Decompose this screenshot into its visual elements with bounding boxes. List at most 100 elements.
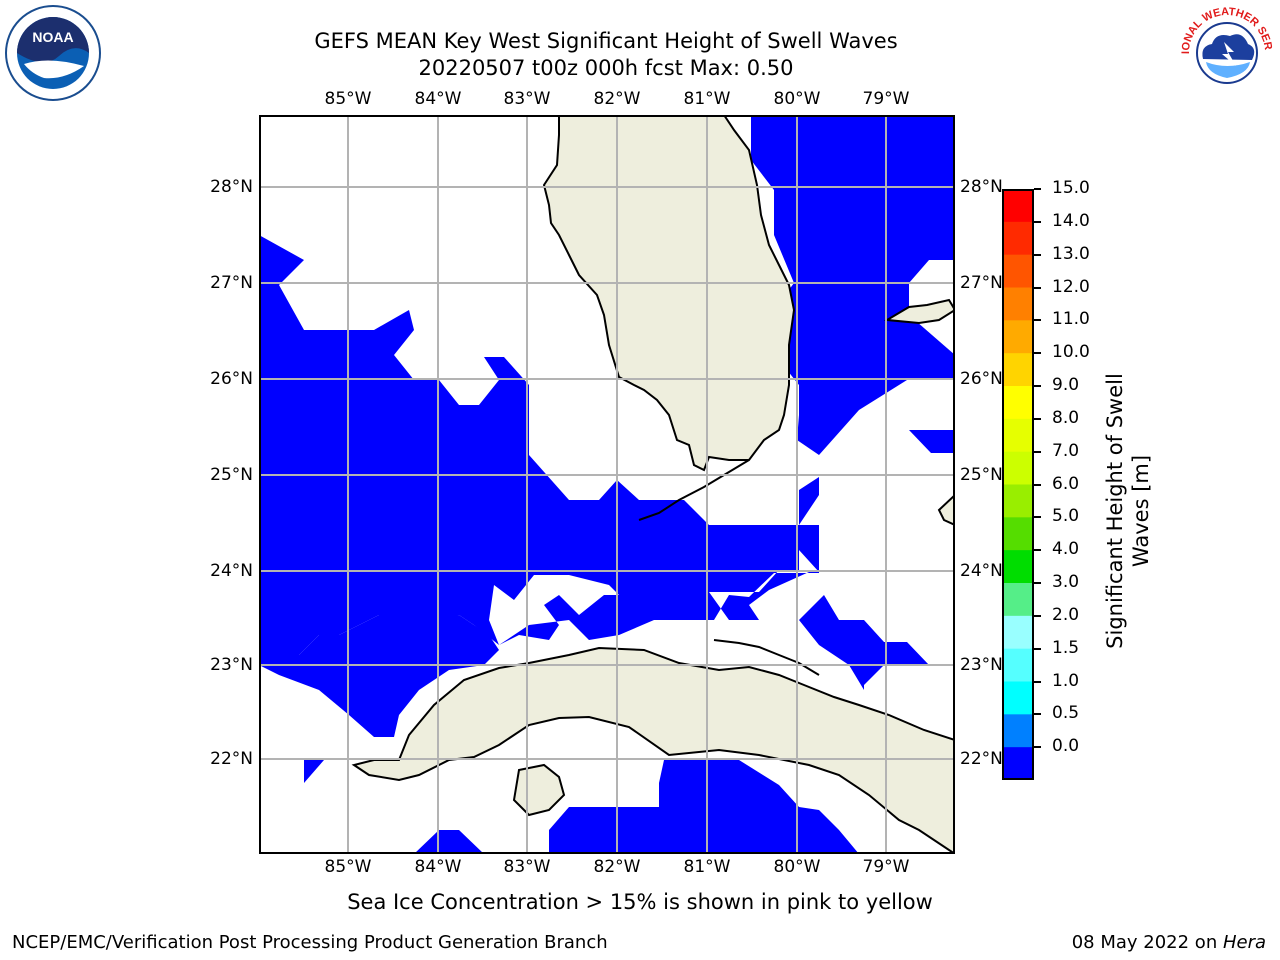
colorbar-segment bbox=[1002, 189, 1034, 223]
colorbar-tick-label: 7.0 bbox=[1052, 440, 1080, 461]
colorbar-tick-mark bbox=[1034, 647, 1041, 650]
lat-label-left-28n: 28°N bbox=[210, 177, 253, 197]
colorbar-segment bbox=[1002, 353, 1034, 387]
swell-region-islet-b bbox=[414, 830, 484, 854]
colorbar-segment bbox=[1002, 320, 1034, 354]
lon-label-bottom-80w: 80°W bbox=[773, 857, 821, 877]
map-panel bbox=[259, 115, 955, 854]
colorbar-tick-mark bbox=[1034, 450, 1041, 453]
lat-label-left-27n: 27°N bbox=[210, 273, 253, 293]
lat-label-right-22n: 22°N bbox=[960, 749, 1003, 769]
colorbar-segment bbox=[1002, 287, 1034, 321]
colorbar-tick-mark bbox=[1034, 286, 1041, 289]
colorbar-tick-mark bbox=[1034, 614, 1041, 617]
swell-region-cay-a bbox=[799, 595, 929, 690]
colorbar-segment bbox=[1002, 221, 1034, 256]
lon-label-top-79w: 79°W bbox=[862, 89, 910, 109]
colorbar-tick-label: 9.0 bbox=[1052, 375, 1080, 395]
colorbar-tick-mark bbox=[1034, 319, 1041, 322]
colorbar-tick-mark bbox=[1034, 417, 1041, 420]
lon-label-top-85w: 85°W bbox=[324, 89, 372, 109]
lon-label-top-83w: 83°W bbox=[503, 89, 551, 109]
lat-label-right-26n: 26°N bbox=[960, 369, 1003, 389]
graticule bbox=[259, 115, 955, 854]
nws-logo: NATIONAL WEATHER SERVICE bbox=[1174, 0, 1276, 102]
colorbar-tick-label: 11.0 bbox=[1052, 309, 1090, 330]
lat-label-right-27n: 27°N bbox=[960, 273, 1003, 293]
colorbar-segment bbox=[1002, 517, 1034, 551]
colorbar-tick-mark bbox=[1034, 188, 1041, 190]
colorbar-title-line2: Waves [m] bbox=[1129, 454, 1153, 568]
lat-label-right-28n: 28°N bbox=[960, 177, 1003, 197]
colorbar-segment bbox=[1002, 747, 1034, 780]
lat-label-right-25n: 25°N bbox=[960, 465, 1003, 485]
colorbar-tick-mark bbox=[1034, 746, 1041, 749]
colorbar-segment bbox=[1002, 451, 1034, 485]
lat-label-left-26n: 26°N bbox=[210, 369, 253, 389]
noaa-logo: NOAA bbox=[4, 4, 102, 102]
colorbar-tick-label: 1.0 bbox=[1052, 670, 1080, 691]
lon-label-top-82w: 82°W bbox=[593, 89, 641, 109]
colorbar-title: Significant Height of Swell Waves [m] bbox=[1102, 331, 1154, 691]
colorbar-title-line1: Significant Height of Swell bbox=[1103, 373, 1127, 649]
colorbar-tick-label: 0.0 bbox=[1052, 736, 1080, 757]
swell-region-atlantic bbox=[751, 115, 955, 455]
colorbar-segment bbox=[1002, 484, 1034, 518]
land-bahamas-grand bbox=[883, 298, 955, 325]
swell-region-islet-a bbox=[304, 760, 324, 783]
colorbar-segment bbox=[1002, 714, 1034, 748]
chart-title-line1: GEFS MEAN Key West Significant Height of… bbox=[314, 29, 898, 53]
swell-region-gulf bbox=[259, 235, 819, 655]
lon-label-top-84w: 84°W bbox=[414, 89, 462, 109]
lon-label-top-80w: 80°W bbox=[773, 89, 821, 109]
colorbar-segment bbox=[1002, 615, 1034, 650]
colorbar-tick-mark bbox=[1034, 483, 1041, 486]
colorbar-segment bbox=[1002, 681, 1034, 715]
noaa-logo-text: NOAA bbox=[32, 29, 73, 45]
colorbar-tick-label: 1.5 bbox=[1052, 637, 1080, 658]
colorbar bbox=[1002, 189, 1034, 780]
colorbar-tick-label: 12.0 bbox=[1052, 276, 1090, 297]
swell-region-south bbox=[549, 760, 859, 854]
colorbar-tick-label: 4.0 bbox=[1052, 539, 1080, 560]
chart-title-line2: 20220507 t00z 000h fcst Max: 0.50 bbox=[418, 56, 794, 80]
sea-ice-caption: Sea Ice Concentration > 15% is shown in … bbox=[347, 890, 933, 914]
colorbar-tick-label: 3.0 bbox=[1052, 572, 1080, 592]
lon-label-bottom-82w: 82°W bbox=[593, 857, 641, 877]
lat-label-right-24n: 24°N bbox=[960, 561, 1003, 581]
footer-date: 08 May 2022 on Hera bbox=[1072, 932, 1266, 953]
colorbar-tick-label: 13.0 bbox=[1052, 243, 1090, 264]
colorbar-tick-mark bbox=[1034, 516, 1041, 519]
colorbar-segment bbox=[1002, 648, 1034, 682]
florida-keys bbox=[638, 459, 750, 521]
colorbar-segment bbox=[1002, 418, 1034, 453]
lon-label-bottom-81w: 81°W bbox=[683, 857, 731, 877]
colorbar-tick-label: 8.0 bbox=[1052, 407, 1080, 428]
colorbar-segment bbox=[1002, 386, 1034, 420]
colorbar-segment bbox=[1002, 254, 1034, 288]
footer-date-text: 08 May 2022 on bbox=[1071, 932, 1223, 953]
lon-label-bottom-83w: 83°W bbox=[503, 857, 551, 877]
colorbar-segments bbox=[1002, 189, 1034, 780]
lon-label-bottom-84w: 84°W bbox=[414, 857, 462, 877]
swell-region-bahamas-east bbox=[909, 430, 955, 453]
colorbar-tick-labels: 15.0 14.0 13.0 12.0 11.0 10.0 9.0 8.0 7.0 6.0 5.0 4… bbox=[1034, 178, 1114, 780]
colorbar-tick-mark bbox=[1034, 680, 1041, 683]
land-bahamas-andros bbox=[937, 493, 955, 527]
colorbar-tick-label: 14.0 bbox=[1052, 210, 1090, 231]
colorbar-tick-mark bbox=[1034, 549, 1041, 552]
lat-label-left-24n: 24°N bbox=[210, 561, 253, 581]
colorbar-tick-mark bbox=[1034, 713, 1041, 716]
colorbar-tick-mark bbox=[1034, 385, 1041, 387]
colorbar-tick-label: 10.0 bbox=[1052, 342, 1090, 363]
lat-label-left-23n: 23°N bbox=[210, 655, 253, 675]
colorbar-tick-label: 5.0 bbox=[1052, 506, 1080, 527]
colorbar-tick-mark bbox=[1034, 582, 1041, 584]
footer-machine: Hera bbox=[1222, 932, 1266, 953]
land-layer bbox=[351, 115, 955, 854]
lon-label-bottom-85w: 85°W bbox=[324, 857, 372, 877]
colorbar-tick-label: 2.0 bbox=[1052, 604, 1080, 625]
colorbar-tick-mark bbox=[1034, 253, 1041, 256]
footer-branch: NCEP/EMC/Verification Post Processing Pr… bbox=[12, 932, 608, 953]
colorbar-tick-label: 0.5 bbox=[1052, 703, 1080, 724]
